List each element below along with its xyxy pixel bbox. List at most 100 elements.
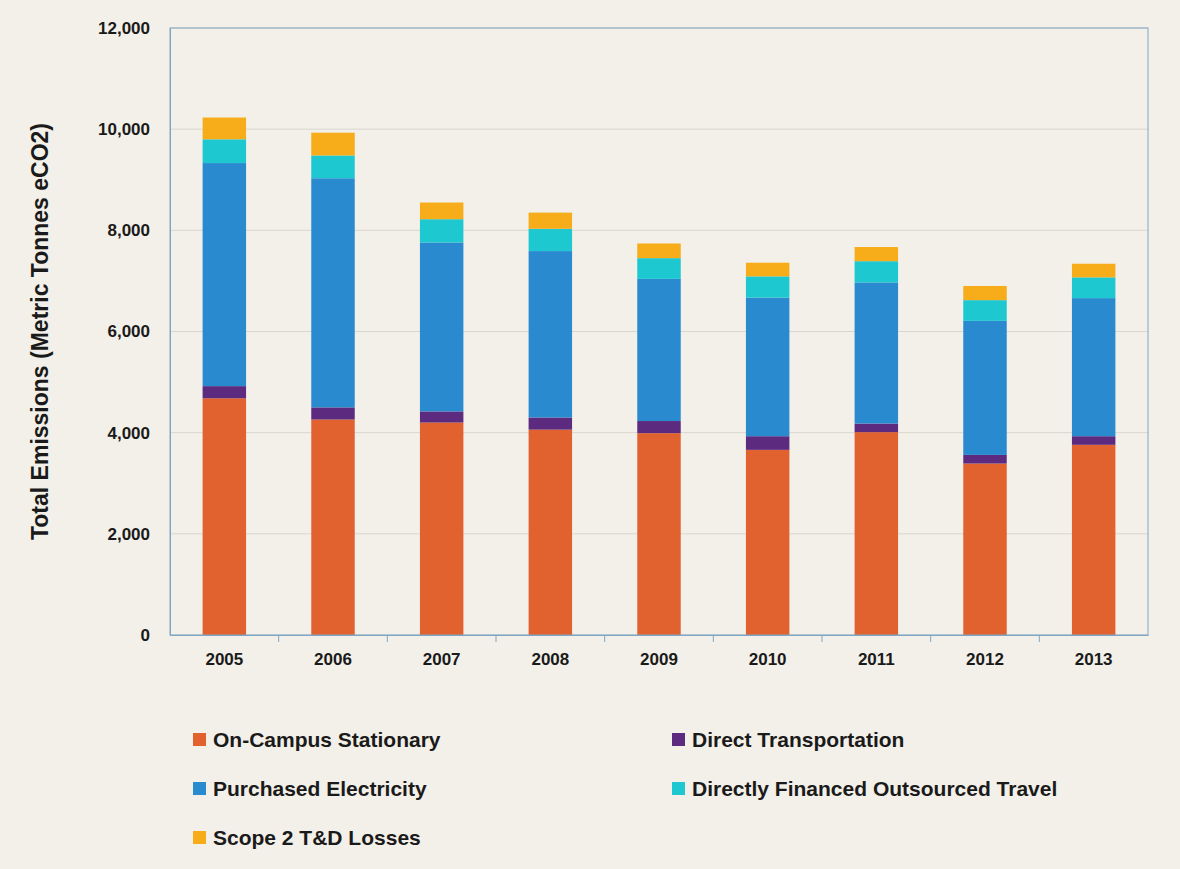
bar-segment <box>855 424 898 433</box>
bar-segment <box>855 282 898 423</box>
bar-segment <box>203 118 246 140</box>
bar-segment <box>963 455 1006 464</box>
category-separators <box>279 635 1040 642</box>
tick: 2008 <box>531 635 569 669</box>
bar-segment <box>1072 264 1115 278</box>
bar-segment <box>963 321 1006 455</box>
tick: 2007 <box>423 635 461 669</box>
bar-segment <box>203 139 246 163</box>
tick: 4,000 <box>107 424 170 443</box>
legend-label: On-Campus Stationary <box>213 728 441 751</box>
tick: 6,000 <box>107 322 170 341</box>
tick-label: 2005 <box>205 650 243 669</box>
legend-label: Directly Financed Outsourced Travel <box>692 777 1057 800</box>
x-axis: 2005 2006 2007 2008 2009 2010 2011 2012 2013 <box>171 635 1149 669</box>
bar-segment <box>420 242 463 411</box>
tick-label: 2011 <box>858 650 895 669</box>
bar-segment <box>529 251 572 417</box>
tick-label: 8,000 <box>107 221 150 240</box>
series <box>203 139 1116 321</box>
separator <box>387 635 388 642</box>
separator <box>713 635 714 642</box>
bar-segment <box>311 178 354 407</box>
tick-label: 2,000 <box>107 525 150 544</box>
bar-segment <box>420 203 463 220</box>
series <box>203 118 1116 301</box>
tick: 2006 <box>314 635 352 669</box>
bar-segment <box>529 213 572 229</box>
y-axis-title: Total Emissions (Metric Tonnes eCO2) <box>27 123 53 540</box>
tick: 2005 <box>205 635 243 669</box>
bar-segment <box>637 243 680 258</box>
tick: 2013 <box>1075 635 1113 669</box>
tick: 2010 <box>749 635 787 669</box>
bar-segment <box>746 298 789 437</box>
bar-segment <box>963 286 1006 300</box>
bar-segment <box>203 386 246 398</box>
bar-segment <box>1072 436 1115 445</box>
tick-label: 6,000 <box>107 322 150 341</box>
tick: 2009 <box>640 635 678 669</box>
legend-swatch <box>672 782 685 795</box>
bar-segment <box>855 432 898 635</box>
bar-segment <box>420 411 463 422</box>
separator <box>930 635 931 642</box>
separator <box>1039 635 1040 642</box>
grid <box>170 28 1148 635</box>
bar-segment <box>529 417 572 429</box>
tick-label: 2012 <box>966 650 1004 669</box>
tick-label: 12,000 <box>98 19 150 38</box>
bars <box>203 118 1116 635</box>
bar-segment <box>637 258 680 279</box>
bar-segment <box>311 133 354 156</box>
bar-segment <box>311 420 354 635</box>
bar-segment <box>746 436 789 450</box>
tick-label: 2013 <box>1075 650 1113 669</box>
bar-segment <box>420 423 463 635</box>
series <box>203 163 1116 455</box>
tick: 0 <box>141 626 170 645</box>
bar-segment <box>746 450 789 635</box>
bar-segment <box>855 261 898 282</box>
tick-label: 10,000 <box>98 120 150 139</box>
legend: On-Campus StationaryDirect Transportatio… <box>193 728 1057 849</box>
legend-swatch <box>193 831 206 844</box>
legend-item: Scope 2 T&D Losses <box>193 826 421 849</box>
tick: 10,000 <box>98 120 170 139</box>
bar-segment <box>311 155 354 178</box>
tick: 2011 <box>858 635 895 669</box>
separator <box>496 635 497 642</box>
bar-segment <box>963 300 1006 321</box>
bar-segment <box>203 398 246 635</box>
axis-line <box>171 635 1149 636</box>
axis-line <box>170 29 171 636</box>
bar-segment <box>203 163 246 386</box>
tick-label: 2009 <box>640 650 678 669</box>
grid-line <box>170 129 1148 130</box>
bar-segment <box>637 433 680 635</box>
bar-segment <box>529 229 572 251</box>
bar-segment <box>855 247 898 261</box>
tick-label: 0 <box>141 626 150 645</box>
legend-item: Directly Financed Outsourced Travel <box>672 777 1057 800</box>
bar-segment <box>529 430 572 635</box>
legend-label: Purchased Electricity <box>213 777 427 800</box>
plot-frame <box>170 28 1148 635</box>
legend-label: Scope 2 T&D Losses <box>213 826 421 849</box>
tick-label: 4,000 <box>107 424 150 443</box>
tick: 8,000 <box>107 221 170 240</box>
bar-segment <box>1072 277 1115 298</box>
background <box>0 0 1180 869</box>
legend-swatch <box>672 733 685 746</box>
bar-segment <box>1072 445 1115 635</box>
bar-segment <box>311 407 354 419</box>
bar-segment <box>637 421 680 433</box>
separator <box>604 635 605 642</box>
separator <box>278 635 279 642</box>
legend-item: On-Campus Stationary <box>193 728 441 751</box>
tick-label: 2010 <box>749 650 787 669</box>
separator <box>822 635 823 642</box>
bar-segment <box>746 263 789 277</box>
bar-segment <box>746 276 789 297</box>
tick: 2012 <box>966 635 1004 669</box>
